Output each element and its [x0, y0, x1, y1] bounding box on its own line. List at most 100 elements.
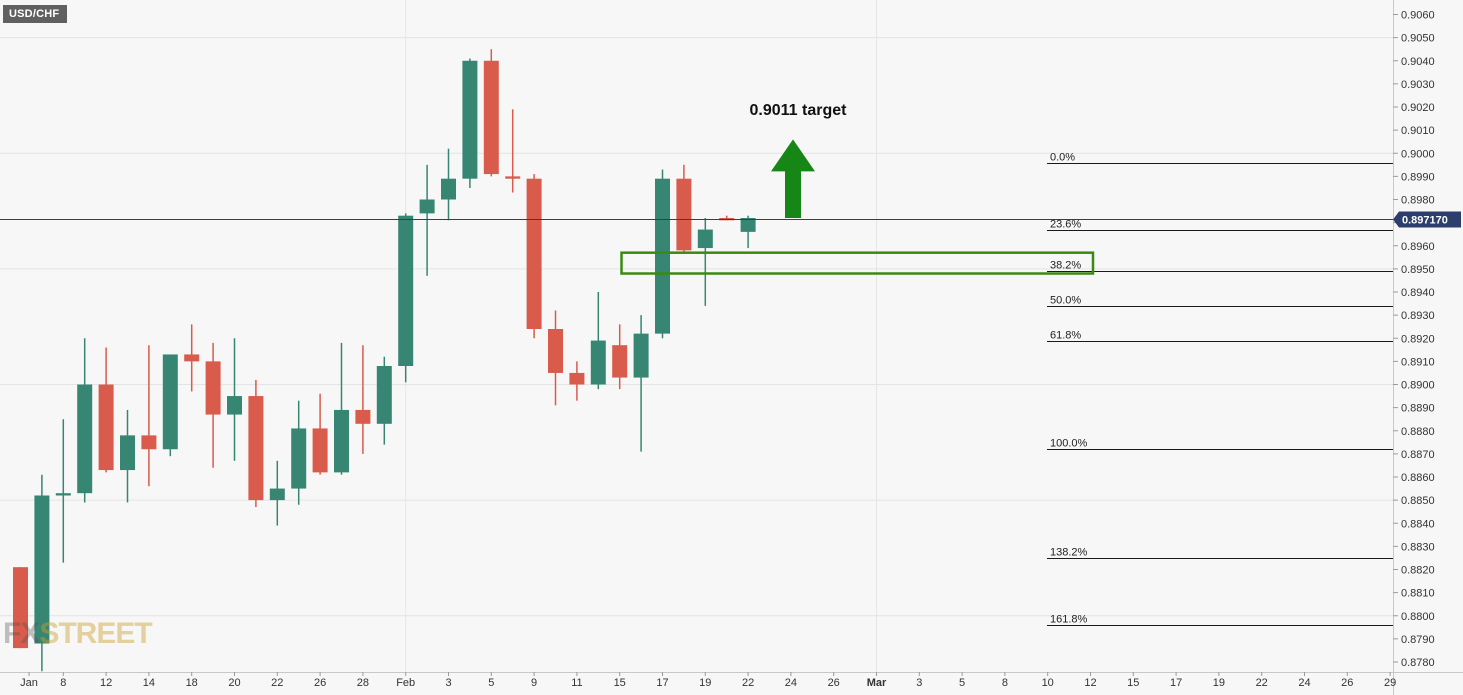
time-tick-label: 5 — [488, 677, 494, 689]
candle-body — [227, 396, 242, 415]
candle-body — [676, 178, 692, 251]
candle-body — [376, 366, 392, 424]
price-tick-label: 0.8950 — [1401, 264, 1435, 276]
candle — [462, 58, 478, 188]
time-tick-label: 10 — [1042, 677, 1054, 689]
price-tick-label: 0.8940 — [1401, 287, 1435, 299]
time-tick-label: Jan — [20, 677, 38, 689]
time-tick-label: 12 — [1084, 677, 1096, 689]
fib-level-label: 0.0% — [1050, 152, 1075, 164]
price-tick-label: 0.8930 — [1401, 310, 1435, 322]
price-tick-label: 0.9050 — [1401, 33, 1435, 45]
symbol-label: USD/CHF — [3, 5, 68, 23]
candle-body — [312, 428, 328, 473]
time-tick-label: 8 — [60, 677, 66, 689]
candle — [419, 164, 435, 276]
time-tick-label: 22 — [742, 677, 754, 689]
time-tick-label: Mar — [867, 677, 887, 689]
candle-body — [141, 435, 157, 450]
candle-body — [505, 176, 521, 179]
candle — [526, 174, 542, 339]
time-tick-label: 19 — [1213, 677, 1225, 689]
candles — [13, 49, 756, 672]
candle-body — [697, 229, 713, 249]
candle-body — [441, 178, 456, 200]
price-tick-label: 0.8790 — [1401, 634, 1435, 646]
time-tick-label: 19 — [699, 677, 711, 689]
time-tick-label: 18 — [186, 677, 198, 689]
candle — [312, 393, 328, 475]
candle-body — [13, 567, 28, 649]
candle — [740, 215, 756, 249]
candle-body — [77, 384, 93, 494]
time-tick-label: 8 — [1002, 677, 1008, 689]
price-tick-label: 0.9030 — [1401, 79, 1435, 91]
candle-body — [633, 333, 649, 378]
time-tick-label: 26 — [1341, 677, 1353, 689]
candle-body — [162, 354, 178, 450]
price-tick-label: 0.8900 — [1401, 380, 1435, 392]
price-tick-label: 0.8810 — [1401, 588, 1435, 600]
candle — [569, 361, 585, 401]
time-tick-label: 3 — [916, 677, 922, 689]
candle-body — [334, 409, 349, 473]
candle-body — [548, 329, 563, 373]
candle — [13, 567, 28, 649]
time-tick-label: 22 — [271, 677, 283, 689]
candle — [248, 379, 264, 508]
candle-body — [526, 178, 542, 329]
price-tick-label: 0.8880 — [1401, 426, 1435, 438]
candle-body — [355, 409, 371, 424]
candle-body — [398, 215, 414, 366]
fib-level-label: 138.2% — [1050, 547, 1088, 559]
candle — [334, 342, 349, 475]
price-tick-label: 0.8830 — [1401, 541, 1435, 553]
time-tick-label: Feb — [396, 677, 415, 689]
candle — [269, 460, 285, 526]
price-tick-label: 0.8850 — [1401, 495, 1435, 507]
price-axis: 0.9060 0.9050 0.9040 0.9030 0.9020 0.9010 0.90… — [1393, 10, 1435, 669]
candle — [141, 345, 157, 487]
candle-body — [291, 428, 307, 489]
candle-body — [419, 199, 435, 214]
price-tick-label: 0.9040 — [1401, 56, 1435, 68]
candle-body — [569, 372, 585, 385]
candle — [398, 213, 414, 383]
candle — [441, 148, 456, 221]
candle-body — [483, 60, 499, 175]
time-tick-label: 11 — [571, 677, 582, 689]
time-tick-label: 17 — [1170, 677, 1182, 689]
price-tick-label: 0.8890 — [1401, 403, 1435, 415]
candle-body — [184, 354, 200, 362]
candle — [483, 49, 499, 177]
fib-level-label: 38.2% — [1050, 260, 1081, 272]
candle — [291, 400, 307, 505]
fib-level-label: 161.8% — [1050, 614, 1088, 626]
price-tick-label: 0.8840 — [1401, 518, 1435, 530]
current-price-badge — [1399, 211, 1461, 228]
candle-body — [248, 396, 264, 501]
price-tick-label: 0.8860 — [1401, 472, 1435, 484]
time-tick-label: 22 — [1256, 677, 1268, 689]
candle — [205, 342, 221, 468]
time-tick-label: 17 — [656, 677, 668, 689]
candle-body — [34, 495, 50, 644]
time-tick-label: 3 — [445, 677, 451, 689]
time-tick-label: 20 — [228, 677, 240, 689]
candle — [98, 347, 114, 473]
candle — [77, 338, 93, 503]
candle — [376, 356, 392, 445]
candle-body — [120, 435, 135, 471]
price-tick-label: 0.9000 — [1401, 148, 1435, 160]
time-tick-label: 26 — [828, 677, 840, 689]
time-tick-label: 15 — [1127, 677, 1139, 689]
candle-body — [740, 218, 756, 232]
target-annotation: 0.9011 target — [750, 102, 848, 119]
candle — [505, 109, 521, 193]
candle-body — [205, 361, 221, 415]
candle — [227, 338, 242, 461]
fibonacci-levels: 0.0% 23.6% 38.2% 50.0% 61.8% 100.0% 138.2% 161.… — [1047, 152, 1393, 626]
price-tick-label: 0.8910 — [1401, 356, 1435, 368]
